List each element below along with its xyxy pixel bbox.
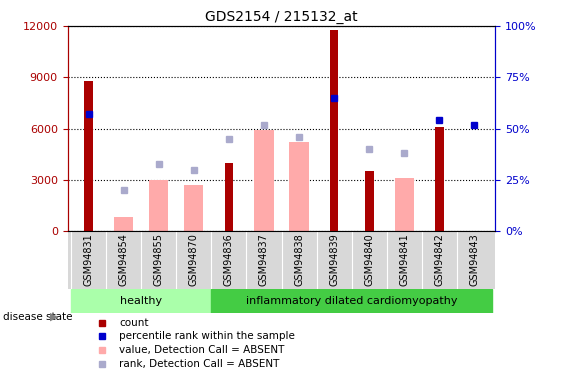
Text: inflammatory dilated cardiomyopathy: inflammatory dilated cardiomyopathy	[246, 296, 457, 306]
Text: GSM94842: GSM94842	[434, 233, 444, 286]
Text: rank, Detection Call = ABSENT: rank, Detection Call = ABSENT	[119, 359, 279, 369]
Bar	[395, 178, 414, 231]
Text: GSM94838: GSM94838	[294, 233, 304, 286]
Text: GSM94843: GSM94843	[470, 233, 480, 286]
Bar	[365, 171, 373, 231]
Bar	[254, 130, 274, 231]
Text: GSM94841: GSM94841	[399, 233, 409, 286]
Text: percentile rank within the sample: percentile rank within the sample	[119, 332, 295, 342]
Bar	[184, 185, 203, 231]
Text: GSM94839: GSM94839	[329, 233, 339, 286]
Bar	[435, 127, 444, 231]
Bar	[114, 217, 133, 231]
Text: GSM94854: GSM94854	[119, 233, 129, 286]
Text: GSM94855: GSM94855	[154, 233, 164, 286]
Text: healthy: healthy	[120, 296, 162, 306]
Text: GSM94836: GSM94836	[224, 233, 234, 286]
Text: ▶: ▶	[50, 312, 58, 322]
Bar	[84, 81, 93, 231]
Title: GDS2154 / 215132_at: GDS2154 / 215132_at	[205, 10, 358, 24]
Bar	[71, 289, 211, 313]
Text: disease state: disease state	[3, 312, 72, 322]
Bar	[225, 163, 233, 231]
Bar	[211, 289, 492, 313]
Bar	[149, 180, 168, 231]
Text: GSM94831: GSM94831	[83, 233, 93, 286]
Text: GSM94837: GSM94837	[259, 233, 269, 286]
Text: count: count	[119, 318, 149, 328]
Bar	[330, 30, 338, 231]
Text: value, Detection Call = ABSENT: value, Detection Call = ABSENT	[119, 345, 284, 355]
Bar	[289, 142, 309, 231]
Text: GSM94870: GSM94870	[189, 233, 199, 286]
Text: GSM94840: GSM94840	[364, 233, 374, 286]
